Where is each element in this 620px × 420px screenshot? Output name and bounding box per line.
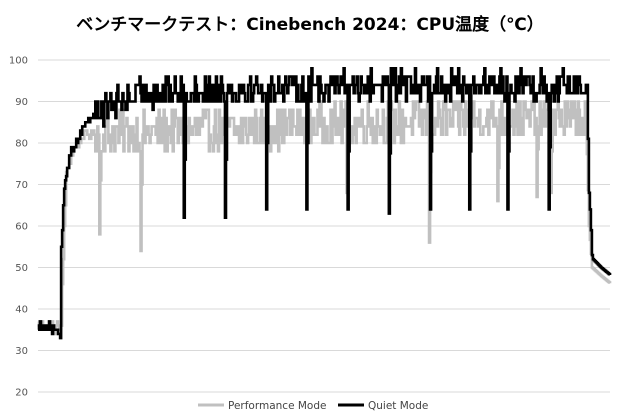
y-tick-label: 50 <box>15 263 28 274</box>
legend-label: Performance Mode <box>228 400 326 412</box>
series-line-performance-mode <box>37 100 612 336</box>
gridlines <box>38 59 610 393</box>
y-axis-ticks: 20 30 40 50 60 70 80 90 100 <box>9 56 28 399</box>
y-tick-label: 90 <box>15 97 28 108</box>
y-tick-label: 20 <box>15 388 28 399</box>
y-tick-label: 60 <box>15 222 28 233</box>
y-tick-label: 80 <box>15 139 28 150</box>
legend-label: Quiet Mode <box>368 400 428 412</box>
y-tick-label: 30 <box>15 346 28 357</box>
y-tick-label: 70 <box>15 180 28 191</box>
y-tick-label: 100 <box>9 56 28 67</box>
chart-title: ベンチマークテスト：Cinebench 2024：CPU温度（℃） <box>76 15 544 35</box>
series-line-quiet-mode <box>37 67 612 340</box>
legend: Performance Mode Quiet Mode <box>198 400 428 412</box>
y-tick-label: 40 <box>15 305 28 316</box>
series-lines <box>37 67 612 340</box>
